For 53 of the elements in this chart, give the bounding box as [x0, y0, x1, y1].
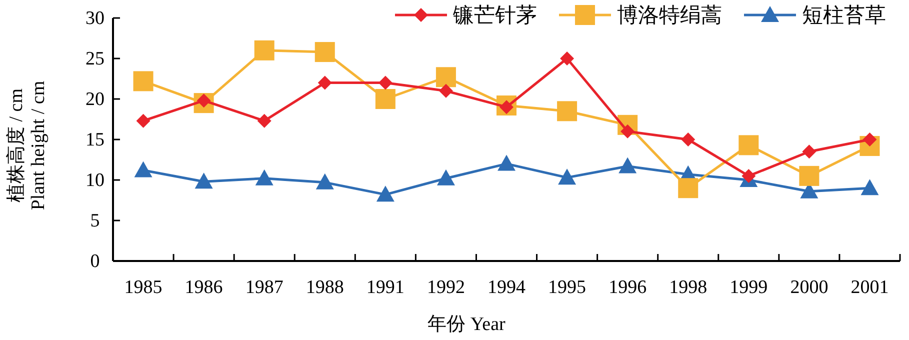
point — [498, 154, 516, 171]
x-axis-title: 年份 Year — [428, 314, 506, 335]
point — [314, 42, 335, 62]
point — [136, 114, 150, 128]
point — [254, 40, 274, 60]
y-tick-label: 0 — [90, 251, 100, 272]
x-tick-label: 1987 — [245, 277, 284, 298]
point — [681, 132, 696, 146]
x-tick-label: 1995 — [548, 277, 586, 298]
point — [560, 52, 574, 66]
point — [255, 169, 274, 186]
point — [134, 161, 152, 178]
point — [802, 144, 816, 159]
point — [316, 173, 334, 190]
point — [318, 76, 332, 90]
x-tick-label: 1992 — [426, 277, 465, 298]
x-tick-label: 1998 — [669, 277, 708, 298]
y-axis-title: 植株高度 / cm Plant height / cm — [5, 80, 49, 210]
point — [376, 186, 394, 202]
y-tick-label: 10 — [86, 170, 104, 191]
point — [378, 76, 392, 90]
point — [436, 169, 455, 186]
x-tick-label: 1999 — [730, 277, 768, 298]
x-tick-label: 2000 — [790, 277, 828, 298]
y-tick-label: 25 — [86, 48, 104, 70]
point — [678, 178, 698, 198]
x-tick-label: 1991 — [366, 277, 404, 298]
y-tick-label: 30 — [86, 8, 104, 29]
y-tick-label: 15 — [86, 130, 104, 150]
point — [860, 179, 879, 196]
point — [194, 172, 213, 189]
point — [257, 114, 272, 128]
x-tick-label: 1986 — [184, 277, 223, 298]
legend-label: 博洛特绢蒿 — [617, 3, 722, 27]
legend-label: 短柱苔草 — [802, 3, 886, 27]
x-tick-label: 1985 — [124, 277, 162, 298]
point — [799, 166, 820, 186]
y-tick-label: 5 — [90, 210, 100, 232]
x-tick-label: 1988 — [306, 277, 344, 298]
point — [438, 84, 453, 98]
point — [557, 101, 578, 122]
x-tick-label: 1996 — [608, 277, 647, 298]
legend-label: 镰芒针茅 — [452, 3, 537, 27]
point — [375, 89, 396, 109]
point — [133, 71, 154, 92]
point — [742, 168, 756, 183]
point — [558, 168, 576, 185]
point — [436, 67, 456, 88]
x-tick-label: 1994 — [488, 277, 526, 298]
point — [738, 135, 759, 156]
y-tick-label: 20 — [86, 89, 104, 110]
point — [618, 157, 637, 174]
x-tick-label: 2001 — [850, 277, 889, 298]
